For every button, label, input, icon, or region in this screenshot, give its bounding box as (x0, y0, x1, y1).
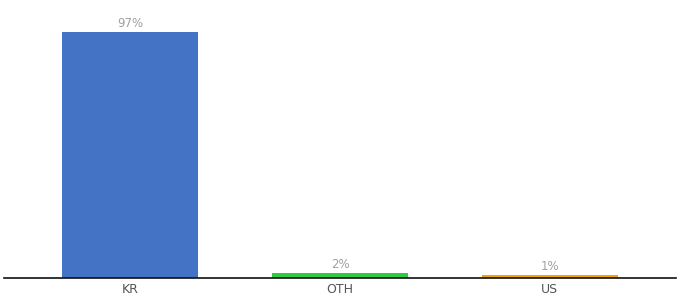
Bar (62, 32, 199, 278)
Text: 1%: 1% (541, 260, 559, 273)
Bar (272, 273, 408, 278)
Text: 97%: 97% (117, 17, 143, 30)
Bar (481, 275, 618, 278)
Text: 2%: 2% (330, 258, 350, 271)
